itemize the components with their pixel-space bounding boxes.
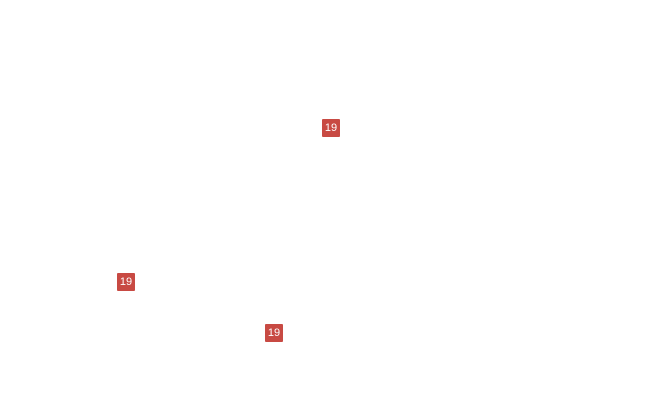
- part-callout-badge[interactable]: 19: [265, 324, 283, 342]
- part-callout-badge[interactable]: 19: [117, 273, 135, 291]
- part-callout-badge[interactable]: 19: [322, 119, 340, 137]
